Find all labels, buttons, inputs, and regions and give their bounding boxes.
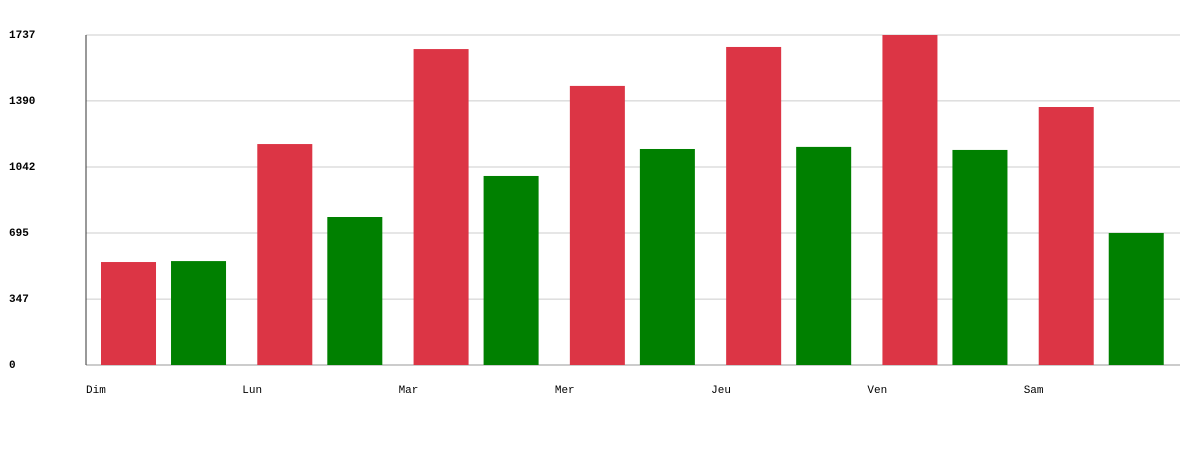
y-tick-label: 1737 bbox=[9, 30, 35, 42]
x-tick-label: Sam bbox=[1024, 385, 1044, 397]
bar bbox=[101, 262, 157, 365]
x-tick-label: Lun bbox=[242, 385, 262, 397]
bar bbox=[1108, 232, 1164, 365]
x-tick-label: Mer bbox=[555, 385, 575, 397]
bar bbox=[257, 144, 313, 365]
bar bbox=[569, 85, 625, 365]
bar bbox=[952, 149, 1008, 365]
bar bbox=[171, 261, 227, 365]
bar bbox=[796, 146, 852, 365]
x-tick-label: Jeu bbox=[711, 385, 731, 397]
x-tick-label: Mar bbox=[399, 385, 419, 397]
y-tick-label: 1042 bbox=[9, 162, 35, 174]
x-tick-label: Ven bbox=[867, 385, 887, 397]
bar bbox=[726, 46, 782, 366]
y-tick-label: 695 bbox=[9, 228, 29, 240]
bar bbox=[882, 35, 938, 365]
y-tick-label: 347 bbox=[9, 294, 29, 306]
bar bbox=[413, 49, 469, 366]
y-tick-label: 1390 bbox=[9, 96, 35, 108]
x-tick-label: Dim bbox=[86, 385, 106, 397]
bar bbox=[639, 148, 695, 365]
bar bbox=[1038, 107, 1094, 366]
y-tick-label: 0 bbox=[9, 360, 16, 372]
bar bbox=[327, 217, 383, 365]
bar bbox=[483, 175, 539, 365]
